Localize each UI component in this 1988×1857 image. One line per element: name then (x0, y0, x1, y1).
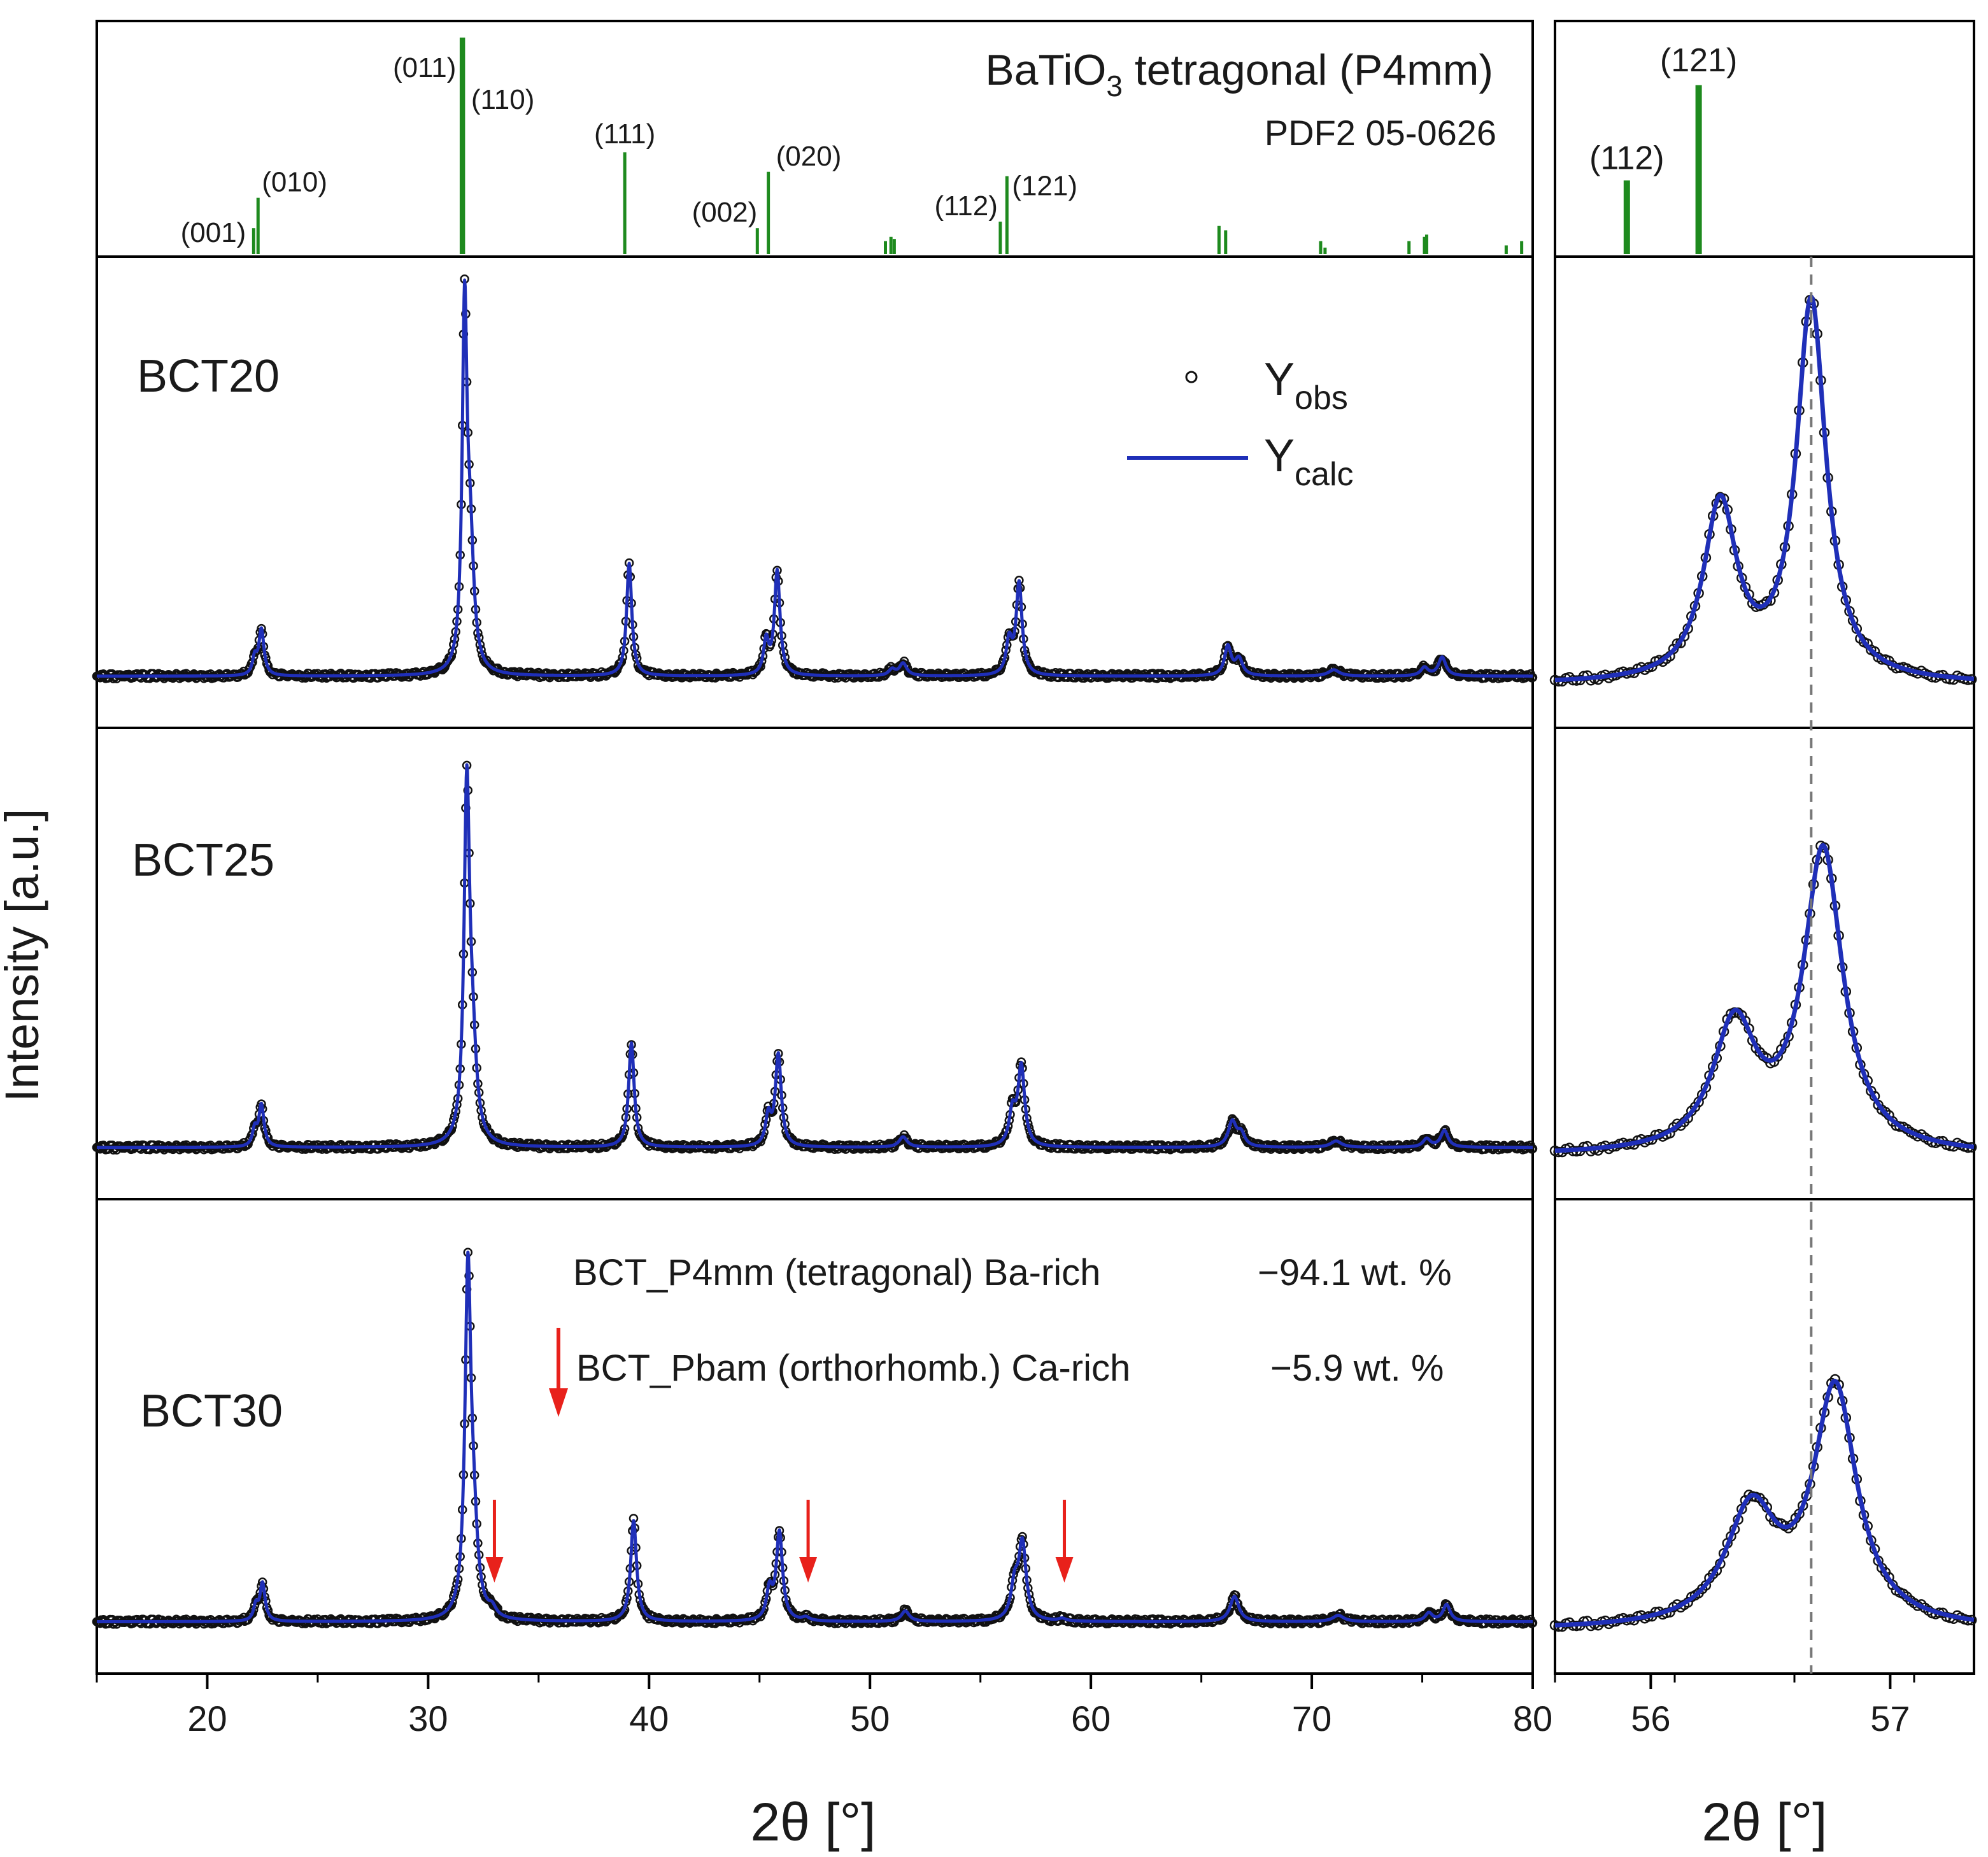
main-x-axis-label: 2θ [°] (750, 1792, 876, 1852)
y-axis-label: Intensity [a.u.] (0, 809, 48, 1102)
bct25-main-panel: BCT25 (96, 727, 1534, 1200)
sample-label-bct20: BCT20 (137, 351, 280, 402)
calculated-line (1554, 1379, 1975, 1628)
zoom-pattern-traces (1549, 294, 1977, 1632)
ortho-peak-arrow (485, 1500, 504, 1583)
pattern-bct25 (92, 760, 1538, 1155)
zoom-reference-frame (1554, 20, 1975, 258)
reference-stick-label: (020) (776, 141, 842, 172)
bct20-zoom-frame (1554, 255, 1975, 729)
legend-obs-marker (1185, 371, 1198, 383)
observed-points (1549, 294, 1977, 687)
observed-points (92, 1248, 1538, 1629)
zoom-x-axis-label: 2θ [°] (1701, 1792, 1827, 1852)
x-tick-label: 40 (629, 1698, 669, 1739)
reference-title: BaTiO3 tetragonal (P4mm) (985, 46, 1493, 103)
zoom-reference-sticks: (112) (121) (1589, 42, 1737, 254)
reference-stick-label: (011) (393, 52, 456, 83)
phase-tetragonal-label: BCT_P4mm (tetragonal) Ba-rich (573, 1252, 1100, 1293)
calculated-line (96, 1250, 1534, 1623)
x-tick-label: 50 (850, 1698, 890, 1739)
pattern-bct30 (92, 1248, 1538, 1629)
bct20-main-panel: BCT20 Yobs Ycalc (96, 255, 1534, 729)
phase-ortho-weight: −5.9 wt. % (1270, 1348, 1444, 1389)
ortho-peak-arrow (799, 1500, 818, 1583)
reference-stick-label: (121) (1660, 42, 1737, 79)
reference-stick-label: (002) (692, 197, 758, 228)
legend: Yobs Ycalc (1127, 354, 1354, 493)
pattern-bct25 (1549, 841, 1977, 1158)
reference-stick-label: (110) (471, 84, 534, 115)
phase-ortho-label: BCT_Pbam (orthorhomb.) Ca-rich (576, 1348, 1130, 1389)
legend-obs-label: Yobs (1264, 354, 1348, 416)
main-reference-panel: (001) (010) (011) (110) (111) (002) (020) (112)… (96, 20, 1534, 258)
legend-ortho-arrow (549, 1328, 568, 1417)
calculated-line (1554, 294, 1975, 683)
observed-points (92, 760, 1538, 1155)
observed-points (1549, 841, 1977, 1158)
x-tick-label: 30 (408, 1698, 448, 1739)
reference-stick-label: (111) (594, 118, 655, 150)
reference-stick-label: (112) (934, 190, 997, 222)
pattern-bct30 (1549, 1374, 1977, 1632)
pattern-bct20 (1549, 294, 1977, 687)
phase-tetragonal-weight: −94.1 wt. % (1258, 1252, 1452, 1293)
calculated-line (1554, 843, 1975, 1153)
sample-label-bct25: BCT25 (132, 835, 274, 886)
x-tick-label: 60 (1071, 1698, 1111, 1739)
pattern-bct20 (92, 274, 1538, 683)
x-tick-label: 56 (1631, 1698, 1670, 1739)
x-tick-label: 80 (1513, 1698, 1552, 1739)
bct30-zoom-frame (1554, 1198, 1975, 1675)
axes: 20 30 40 50 60 70 80 56 57 (96, 257, 1915, 1739)
x-tick-label: 57 (1870, 1698, 1910, 1739)
reference-stick-label: (001) (181, 217, 246, 248)
reference-stick-label: (010) (262, 167, 327, 198)
pdf-card-label: PDF2 05-0626 (1265, 113, 1496, 153)
bct30-main-panel: BCT30 BCT_P4mm (tetragonal) Ba-rich −94.… (96, 1198, 1534, 1675)
reference-stick-label: (112) (1589, 139, 1665, 176)
sample-label-bct30: BCT30 (140, 1386, 283, 1437)
calculated-line (96, 763, 1534, 1149)
ortho-peak-arrow (1055, 1500, 1074, 1583)
reference-stick-label: (121) (1012, 171, 1077, 202)
x-tick-label: 70 (1292, 1698, 1331, 1739)
bct25-main-frame (96, 727, 1534, 1200)
main-pattern-traces (92, 274, 1538, 1629)
bct30-main-frame (96, 1198, 1534, 1675)
main-reference-sticks: (001) (010) (011) (110) (111) (002) (020) (112)… (181, 38, 1524, 254)
x-tick-label: 20 (187, 1698, 227, 1739)
legend-calc-label: Ycalc (1264, 430, 1354, 493)
